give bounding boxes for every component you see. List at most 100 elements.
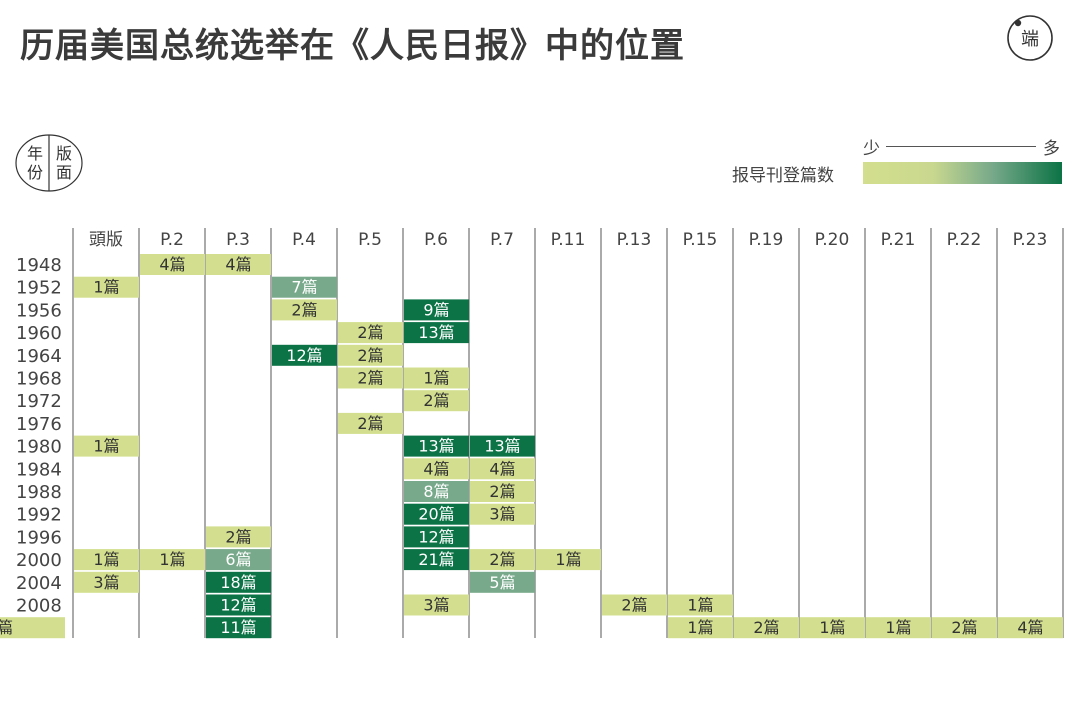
column-header: P.2 <box>160 230 184 250</box>
row-label: 1948 <box>16 255 62 276</box>
row-label: 2000 <box>16 550 62 571</box>
cell-label: 7篇 <box>291 278 317 297</box>
cell-label: 2篇 <box>753 618 779 637</box>
legend-gradient-bar <box>863 162 1062 184</box>
cell-label: 2篇 <box>357 369 383 388</box>
cell-label: 1篇 <box>423 369 449 388</box>
cell-label: 1篇 <box>93 437 119 456</box>
column-header: P.19 <box>749 230 784 250</box>
cell-label: 9篇 <box>423 300 449 319</box>
cell-label: 5篇 <box>489 573 515 592</box>
row-header-bottom: 份 <box>27 163 43 182</box>
cell-label: 2篇 <box>291 300 317 319</box>
heatmap-cell <box>338 412 403 434</box>
heatmap-cell <box>734 617 799 639</box>
cell-label: 1篇 <box>93 278 119 297</box>
row-label: 1976 <box>16 414 62 435</box>
cell-label: 18篇 <box>220 573 256 592</box>
corner-header-badge: 年 份 版 面 <box>15 134 83 192</box>
column-header: P.20 <box>815 230 850 250</box>
cell-label: 1篇 <box>93 550 119 569</box>
column-header: 頭版 <box>89 230 123 250</box>
cell-label: 1篇 <box>687 596 713 615</box>
cell-label: 2篇 <box>357 346 383 365</box>
heatmap-cell <box>140 549 205 571</box>
row-label: 1984 <box>16 459 62 480</box>
cell-label: 12篇 <box>286 346 322 365</box>
row-label: 1996 <box>16 527 62 548</box>
column-header: P.13 <box>617 230 652 250</box>
heatmap-cell <box>206 617 271 639</box>
col-header-bottom: 面 <box>56 163 72 182</box>
cell-label: 2篇 <box>951 618 977 637</box>
heatmap-cell <box>338 367 403 389</box>
heatmap-cell <box>206 254 271 275</box>
row-header-top: 年 <box>27 144 43 163</box>
row-label: 1964 <box>16 346 62 367</box>
heatmap-cell <box>74 549 139 571</box>
cell-label: 2篇 <box>225 527 251 546</box>
column-header: P.22 <box>947 230 982 250</box>
heatmap-cell <box>470 503 535 525</box>
cell-label: 4篇 <box>1017 618 1043 637</box>
cell-label: 3篇 <box>93 573 119 592</box>
cell-label: 12篇 <box>220 596 256 615</box>
cell-label: 2篇 <box>357 414 383 433</box>
heatmap-cell <box>404 322 469 344</box>
cell-label: 13篇 <box>418 323 454 342</box>
row-label: 2004 <box>16 573 62 594</box>
cell-label: 2篇 <box>489 550 515 569</box>
cell-label: 2篇 <box>357 323 383 342</box>
legend-low-label: 少 <box>863 139 880 159</box>
cell-label: 4篇 <box>423 459 449 478</box>
column-header: P.6 <box>424 230 448 250</box>
legend-high-label: 多 <box>1043 139 1060 159</box>
column-header: P.15 <box>683 230 718 250</box>
cell-label: 11篇 <box>220 618 256 637</box>
cell-label: 1篇 <box>819 618 845 637</box>
row-label: 1952 <box>16 278 62 299</box>
cell-label: 1篇 <box>687 618 713 637</box>
heatmap-cell <box>404 390 469 412</box>
logo-icon: 端 <box>1007 15 1053 61</box>
heatmap-cell <box>0 617 65 639</box>
col-header-top: 版 <box>56 144 72 163</box>
column-header: P.11 <box>551 230 586 250</box>
heatmap-cell <box>668 617 733 639</box>
cell-label: 8篇 <box>423 482 449 501</box>
column-header: P.7 <box>490 230 514 250</box>
heatmap-cell <box>74 571 139 593</box>
cell-label: 2篇 <box>621 596 647 615</box>
cell-label: 4篇 <box>489 459 515 478</box>
heatmap-cell <box>404 526 469 548</box>
heatmap-cell <box>272 344 337 366</box>
cell-label: 2篇 <box>489 482 515 501</box>
cell-label: 6篇 <box>225 550 251 569</box>
row-label: 1968 <box>16 369 62 390</box>
column-header: P.23 <box>1013 230 1048 250</box>
cell-label: 4篇 <box>159 255 185 274</box>
heatmap-cell <box>404 481 469 502</box>
row-label: 1980 <box>16 437 62 458</box>
column-header: P.5 <box>358 230 382 250</box>
heatmap-cell <box>272 276 337 298</box>
heatmap-cell <box>404 435 469 457</box>
heatmap-cell <box>932 617 997 639</box>
heatmap-cell <box>206 549 271 571</box>
heatmap-cell <box>140 254 205 275</box>
heatmap-cell <box>206 526 271 548</box>
heatmap-cell <box>404 594 469 616</box>
row-label: 1956 <box>16 300 62 321</box>
heatmap-cell <box>338 322 403 344</box>
row-label: 2008 <box>16 596 62 617</box>
heatmap-cell <box>404 503 469 525</box>
row-label: 1992 <box>16 505 62 526</box>
heatmap-cell <box>272 299 337 321</box>
row-label: 1972 <box>16 391 62 412</box>
heatmap-cell <box>338 344 403 366</box>
heatmap-cell <box>470 481 535 502</box>
heatmap-cell <box>404 299 469 321</box>
heatmap-cell <box>206 571 271 593</box>
heatmap-cell <box>470 571 535 593</box>
